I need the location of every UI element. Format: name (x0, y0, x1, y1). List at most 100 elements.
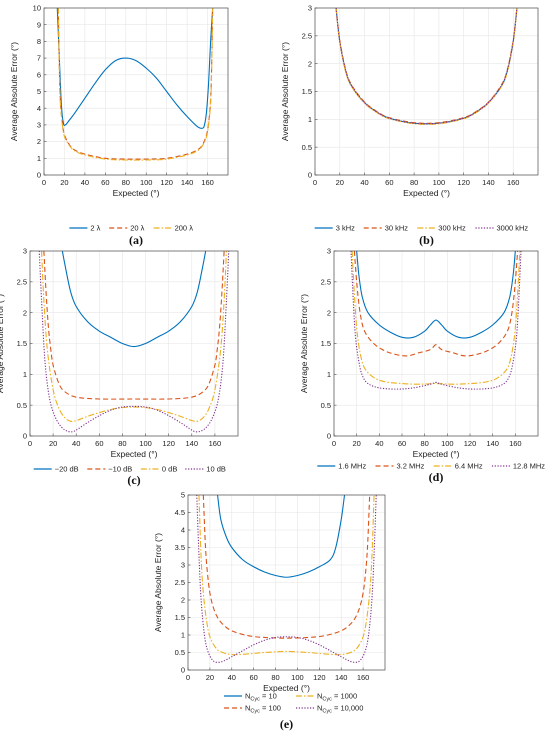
grid (29, 250, 238, 437)
x-tick-label: 100 (433, 178, 446, 187)
series-group (335, 8, 518, 125)
x-tick-label: 140 (181, 178, 194, 187)
y-tick-label: 0 (37, 171, 41, 180)
series-line-4 (196, 495, 377, 663)
legend-label-2: 3.2 MHz (397, 462, 425, 471)
x-tick-label: 0 (186, 673, 190, 682)
series-line-1 (356, 251, 516, 339)
x-tick-label: 120 (162, 439, 175, 448)
y-tick-label: 5 (181, 491, 185, 500)
y-tick-label: 10 (33, 4, 41, 13)
x-tick-label: 160 (201, 178, 214, 187)
x-axis-label: Expected (°) (113, 188, 160, 198)
y-tick-label: 2 (327, 308, 331, 317)
legend-label-2: NCyc = 100 (245, 704, 281, 715)
x-axis-label: Expected (°) (403, 188, 450, 198)
x-tick-label: 80 (410, 178, 418, 187)
series-line-2 (57, 8, 214, 160)
y-tick-label: 2.5 (175, 578, 185, 587)
grid (43, 7, 228, 176)
y-tick-label: 3 (181, 561, 185, 570)
y-tick-label: 1.5 (302, 87, 312, 96)
grid (333, 250, 538, 437)
x-tick-label: 80 (420, 439, 428, 448)
y-tick-label: 3.5 (175, 543, 185, 552)
y-tick-label: 0.5 (321, 401, 331, 410)
x-tick-label: 60 (385, 178, 393, 187)
legend-label-4: 3000 kHz (497, 224, 529, 233)
legend: 3 kHz 30 kHz 300 kHz 3000 kHz (314, 224, 529, 233)
x-tick-label: 40 (228, 673, 236, 682)
x-tick-label: 140 (486, 439, 499, 448)
x-axis-label: Expected (°) (413, 449, 460, 459)
series-line-1 (61, 251, 207, 348)
x-tick-label: 80 (271, 673, 279, 682)
panel-label: (e) (280, 717, 293, 731)
legend-label-1: −20 dB (55, 465, 79, 474)
x-tick-label: 100 (139, 439, 152, 448)
x-tick-label: 20 (60, 178, 68, 187)
legend-label-1: NCyc = 10 (245, 692, 277, 703)
y-tick-label: 2 (308, 59, 312, 68)
x-tick-label: 60 (398, 439, 406, 448)
y-tick-label: 2.5 (17, 277, 27, 286)
x-tick-label: 120 (464, 439, 477, 448)
x-tick-label: 20 (49, 439, 57, 448)
y-axis-label: Average Absolute Error (°) (299, 294, 309, 393)
y-tick-label: 3 (327, 247, 331, 256)
x-tick-label: 160 (509, 439, 522, 448)
legend-label-4: 12.8 MHz (513, 462, 545, 471)
y-tick-label: 3 (37, 121, 41, 130)
y-tick-label: 0 (181, 666, 185, 675)
panel-label: (d) (429, 470, 444, 484)
legend-label-4: 10 dB (206, 465, 226, 474)
series-line-1 (217, 495, 346, 578)
panel-a: 0 20 40 60 80 100 120 140 160 0 1 2 3 4 5 6 7 8 9 10 Expecte… (9, 4, 229, 247)
x-tick-label: 40 (360, 178, 368, 187)
series-line-2 (202, 495, 371, 639)
x-tick-label: 120 (457, 178, 470, 187)
x-tick-label: 20 (352, 439, 360, 448)
y-tick-label: 1.5 (17, 339, 27, 348)
x-tick-label: 120 (160, 178, 173, 187)
panel-c: 0 20 40 60 80 100 120 140 160 0 0.5 1 1.5 2 2.5 3 Expect… (0, 247, 239, 487)
x-tick-label: 140 (335, 673, 348, 682)
x-tick-label: 60 (101, 178, 109, 187)
y-tick-label: 4.5 (175, 508, 185, 517)
x-tick-label: 100 (140, 178, 153, 187)
panel-label: (a) (129, 233, 143, 247)
series-line-3 (57, 8, 214, 161)
x-axis-label: Expected (°) (111, 449, 158, 459)
panel-label: (b) (419, 233, 434, 247)
legend: 2 λ 20 λ 200 λ (69, 224, 193, 233)
grid (187, 494, 385, 671)
legend-label-2: 30 kHz (385, 224, 409, 233)
legend-label-3: 300 kHz (438, 224, 466, 233)
y-tick-label: 4 (181, 526, 185, 535)
x-tick-label: 40 (81, 178, 89, 187)
series-line-2 (353, 251, 519, 357)
y-tick-label: 2 (37, 137, 41, 146)
y-tick-label: 0.5 (17, 401, 27, 410)
y-tick-label: 1 (37, 154, 41, 163)
panel-d: 0 20 40 60 80 100 120 140 160 0 0.5 1 1.5 2 2.5 3 Expect… (299, 247, 545, 484)
y-tick-label: 2.5 (302, 31, 312, 40)
y-tick-label: 1.5 (175, 613, 185, 622)
y-axis-label: Average Absolute Error (°) (280, 42, 290, 141)
y-axis-label: Average Absolute Error (°) (153, 533, 163, 632)
y-tick-label: 2.5 (321, 277, 331, 286)
series-line-2 (335, 8, 518, 124)
x-tick-label: 140 (482, 178, 495, 187)
series-line-3 (41, 251, 227, 422)
y-tick-label: 3 (23, 247, 27, 256)
x-tick-label: 0 (313, 178, 317, 187)
series-line-3 (198, 495, 375, 656)
x-tick-label: 80 (118, 439, 126, 448)
y-tick-label: 1.5 (321, 339, 331, 348)
x-tick-label: 120 (313, 673, 326, 682)
y-tick-label: 4 (37, 104, 41, 113)
y-tick-label: 0.5 (302, 143, 312, 152)
x-tick-label: 20 (336, 178, 344, 187)
x-tick-label: 100 (441, 439, 454, 448)
y-tick-label: 5 (37, 87, 41, 96)
